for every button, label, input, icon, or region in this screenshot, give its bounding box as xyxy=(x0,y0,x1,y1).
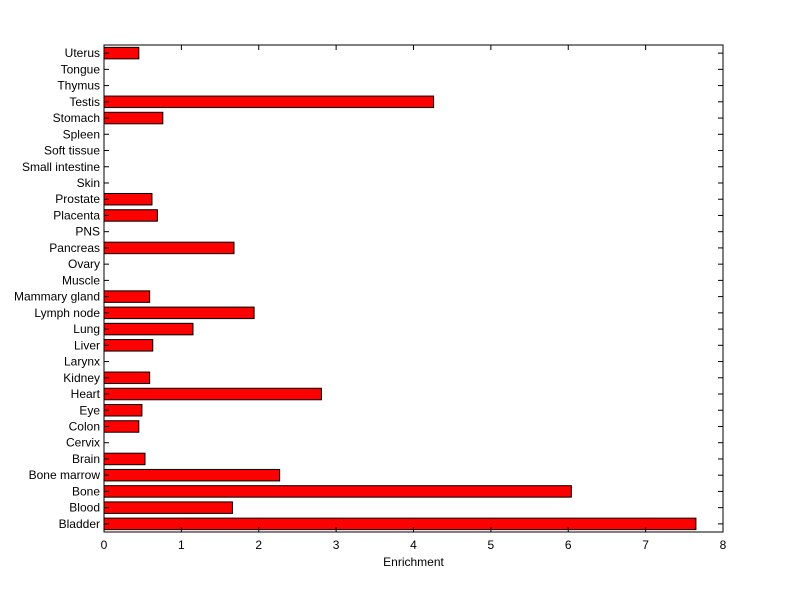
bar-stomach xyxy=(103,111,164,125)
bar-lymph-node xyxy=(103,306,255,320)
bar-colon xyxy=(103,420,140,433)
y-tick-label: PNS xyxy=(75,225,100,239)
bar-prostate xyxy=(103,192,153,206)
y-tick-label: Bladder xyxy=(59,517,100,531)
bar-bone xyxy=(103,485,572,498)
bar-bone-marrow xyxy=(103,468,281,482)
x-tick-label: 7 xyxy=(642,538,649,552)
x-tick-label: 2 xyxy=(255,538,262,552)
x-tick-label: 1 xyxy=(178,538,185,552)
y-tick-label: Ovary xyxy=(68,257,100,271)
y-tick-label: Eye xyxy=(79,403,100,417)
x-tick-label: 4 xyxy=(410,538,417,552)
y-tick-label: Bone xyxy=(72,484,100,498)
bar-testis xyxy=(103,95,435,109)
x-tick-label: 0 xyxy=(101,538,108,552)
y-tick-label: Brain xyxy=(72,452,100,466)
bar-uterus xyxy=(103,46,140,60)
plot-area-frame xyxy=(103,44,724,533)
bar-brain xyxy=(103,452,146,466)
y-tick-label: Liver xyxy=(74,338,100,352)
bar-pancreas xyxy=(103,241,235,255)
bar-mammary-gland xyxy=(103,290,151,303)
y-tick-label: Larynx xyxy=(64,355,100,369)
y-tick-label: Testis xyxy=(69,95,100,109)
y-tick-label: Kidney xyxy=(63,371,100,385)
bar-placenta xyxy=(103,209,158,222)
bar-kidney xyxy=(103,371,151,385)
y-tick-label: Tongue xyxy=(61,62,101,76)
y-tick-label: Heart xyxy=(71,387,101,401)
x-tick-label: 6 xyxy=(565,538,572,552)
y-tick-label: Uterus xyxy=(65,46,100,60)
y-tick-label: Cervix xyxy=(66,436,100,450)
y-tick-label: Bone marrow xyxy=(29,468,101,482)
y-tick-label: Blood xyxy=(69,501,100,515)
y-tick-label: Spleen xyxy=(63,127,100,141)
y-tick-label: Lymph node xyxy=(34,306,100,320)
x-tick-label: 8 xyxy=(720,538,727,552)
bar-lung xyxy=(103,322,194,336)
bars-layer xyxy=(103,46,697,531)
bar-bladder xyxy=(103,517,697,531)
y-tick-label: Colon xyxy=(69,419,100,433)
y-tick-label: Thymus xyxy=(57,79,100,93)
bar-eye xyxy=(103,404,143,417)
y-tick-label: Skin xyxy=(77,176,100,190)
y-tick-label: Soft tissue xyxy=(44,144,100,158)
labels-layer: Bladder Blood Bone Bone marrow Brain Cervix Co… xyxy=(14,46,727,552)
y-tick-label: Stomach xyxy=(53,111,100,125)
bar-heart xyxy=(103,387,322,401)
x-tick-label: 5 xyxy=(488,538,495,552)
y-tick-label: Mammary gland xyxy=(14,290,100,304)
bar-blood xyxy=(103,501,233,514)
bar-liver xyxy=(103,339,154,352)
y-tick-label: Lung xyxy=(73,322,100,336)
y-tick-label: Placenta xyxy=(53,208,100,222)
y-tick-label: Prostate xyxy=(55,192,100,206)
ticks-layer xyxy=(103,45,724,532)
y-tick-label: Muscle xyxy=(62,273,100,287)
y-tick-label: Small intestine xyxy=(22,160,100,174)
y-tick-label: Pancreas xyxy=(49,241,100,255)
x-axis-label: Enrichment xyxy=(383,555,444,569)
x-tick-label: 3 xyxy=(333,538,340,552)
